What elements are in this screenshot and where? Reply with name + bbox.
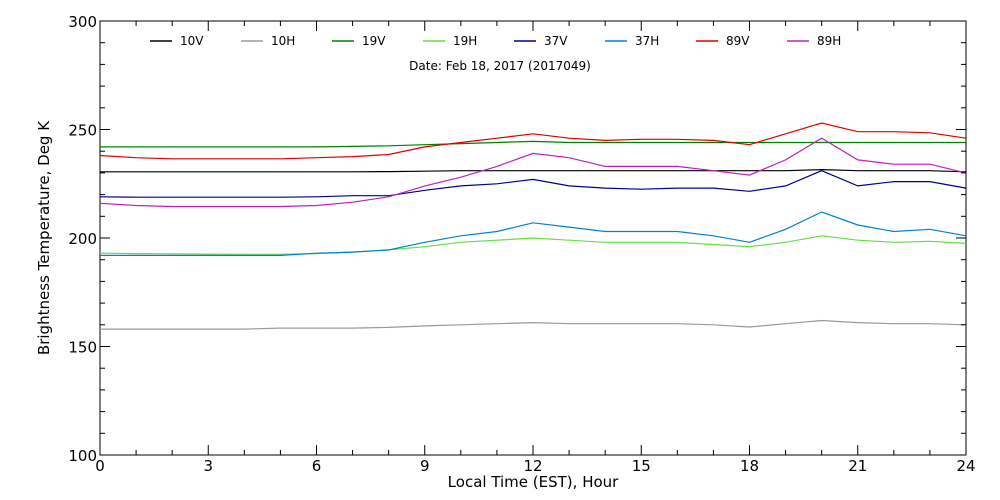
- series-line-10v: [100, 168, 967, 173]
- y-axis-label: Brightness Temperature, Deg K: [35, 120, 53, 355]
- y-tick-label: 200: [68, 230, 97, 248]
- x-tick-label: 21: [848, 457, 867, 475]
- legend-label-10h: 10H: [271, 34, 295, 48]
- x-tick-label: 0: [95, 457, 105, 475]
- x-tick-label: 24: [956, 457, 975, 475]
- x-tick-label: 3: [203, 457, 213, 475]
- legend-label-89v: 89V: [726, 34, 750, 48]
- series-line-10h: [100, 319, 967, 330]
- y-tick-label: 100: [68, 447, 97, 465]
- legend-label-37v: 37V: [544, 34, 568, 48]
- x-tick-label: 12: [523, 457, 542, 475]
- series-line-37h: [100, 211, 967, 256]
- y-tick-label: 250: [68, 122, 97, 140]
- series-line-37v: [99, 170, 967, 198]
- x-tick-label: 6: [312, 457, 322, 475]
- series-line-19h: [99, 235, 967, 255]
- legend-label-10v: 10V: [180, 34, 204, 48]
- x-tick-label: 15: [632, 457, 651, 475]
- legend-label-19h: 19H: [453, 34, 477, 48]
- x-axis-label: Local Time (EST), Hour: [448, 473, 619, 491]
- date-annotation: Date: Feb 18, 2017 (2017049): [409, 59, 591, 73]
- legend: 10V 10H 19V 19H 37V 37H 89V 89H: [150, 34, 841, 48]
- legend-label-19v: 19V: [362, 34, 386, 48]
- legend-label-89h: 89H: [817, 34, 841, 48]
- x-tick-label: 9: [420, 457, 430, 475]
- y-tick-label: 300: [68, 13, 97, 31]
- legend-label-37h: 37H: [635, 34, 659, 48]
- series-line-19v: [100, 140, 966, 148]
- x-tick-label: 18: [740, 457, 759, 475]
- series-line-89v: [99, 122, 967, 160]
- series-layer: [99, 122, 967, 330]
- ticks-layer: 0 3 6 9 12 15 18 21 24 100 150 200 250 300: [68, 13, 975, 475]
- series-line-89h: [99, 137, 967, 208]
- y-tick-label: 150: [68, 339, 97, 357]
